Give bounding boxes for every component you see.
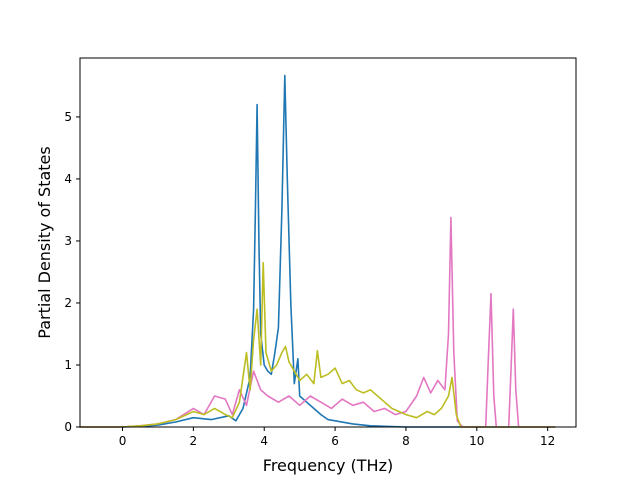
x-tick-label: 0 bbox=[119, 434, 127, 448]
x-tick-label: 6 bbox=[331, 434, 339, 448]
y-axis-title: Partial Density of States bbox=[35, 146, 54, 338]
y-tick-label: 3 bbox=[64, 234, 72, 248]
y-tick-label: 5 bbox=[64, 110, 72, 124]
x-tick-label: 8 bbox=[402, 434, 410, 448]
y-tick-label: 4 bbox=[64, 172, 72, 186]
series-line-3 bbox=[79, 261, 556, 428]
plot-area bbox=[79, 74, 556, 428]
y-tick-label: 1 bbox=[64, 358, 72, 372]
series-line-1 bbox=[79, 74, 556, 428]
axes-frame bbox=[79, 57, 577, 428]
y-tick-label: 0 bbox=[64, 420, 72, 434]
x-tick-label: 2 bbox=[190, 434, 198, 448]
x-tick-label: 12 bbox=[540, 434, 555, 448]
y-tick-label: 2 bbox=[64, 296, 72, 310]
x-tick-label: 10 bbox=[469, 434, 484, 448]
x-axis-title: Frequency (THz) bbox=[263, 456, 393, 475]
series-line-2 bbox=[79, 216, 556, 428]
x-tick-label: 4 bbox=[260, 434, 268, 448]
